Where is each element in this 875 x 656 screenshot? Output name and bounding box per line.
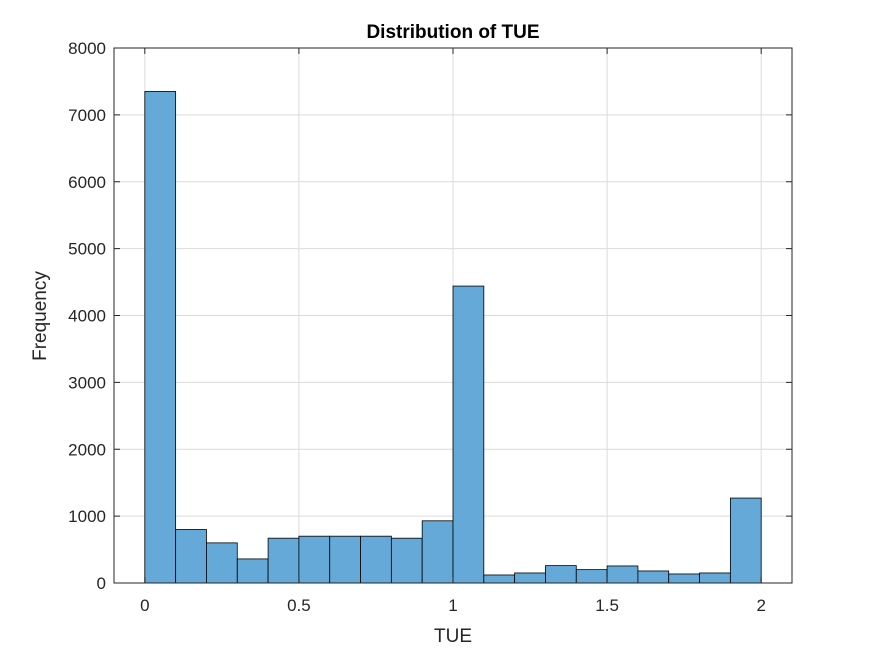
histogram-bar (514, 572, 546, 584)
y-tick-label: 3000 (68, 373, 106, 392)
histogram-bar (606, 565, 639, 584)
histogram-bar (329, 535, 361, 584)
axis-ticks (114, 47, 792, 584)
y-tick-label: 5000 (68, 240, 106, 259)
x-tick-label: 0 (140, 596, 149, 615)
y-tick-label: 4000 (68, 307, 106, 326)
histogram-bar (729, 497, 762, 584)
histogram-bar (421, 520, 454, 584)
histogram-bar (390, 537, 423, 584)
x-tick-label: 1.5 (595, 596, 619, 615)
histogram-bar (575, 569, 608, 584)
histogram-bars (144, 91, 762, 584)
y-tick-label: 1000 (68, 507, 106, 526)
histogram-bar (360, 535, 392, 584)
histogram-bar (483, 574, 516, 584)
histogram-bar (637, 570, 670, 584)
chart-title: Distribution of TUE (366, 22, 539, 43)
histogram-bar (452, 285, 485, 584)
y-tick-label: 6000 (68, 173, 106, 192)
y-tick-labels: 0 1000 2000 3000 4000 5000 6000 7000 8000 (68, 39, 106, 593)
y-axis-label: Frequency (30, 271, 51, 361)
x-tick-labels: 0 0.5 1 1.5 2 (140, 596, 766, 615)
x-tick-label: 0.5 (287, 596, 311, 615)
histogram-bar (699, 572, 731, 584)
x-tick-label: 2 (756, 596, 765, 615)
histogram-bar (175, 529, 207, 584)
y-tick-label: 0 (97, 574, 106, 593)
x-axis-label: TUE (434, 626, 472, 647)
histogram-bar (298, 535, 331, 584)
y-tick-label: 7000 (68, 106, 106, 125)
histogram-bar (668, 573, 700, 584)
histogram-bar (144, 91, 177, 584)
histogram-bar (236, 558, 269, 584)
x-tick-label: 1 (448, 596, 457, 615)
histogram-bar (206, 542, 238, 584)
y-tick-label: 8000 (68, 39, 106, 58)
histogram-bar (267, 537, 300, 584)
histogram-bar (545, 565, 577, 584)
y-tick-label: 2000 (68, 440, 106, 459)
